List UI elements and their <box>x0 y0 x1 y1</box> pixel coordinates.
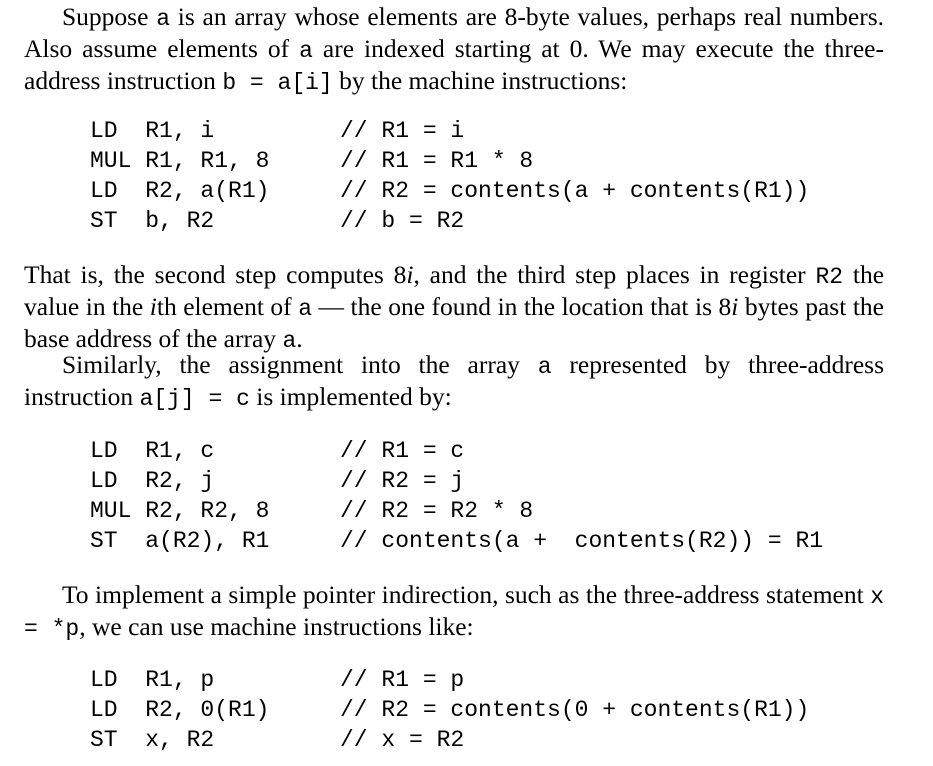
inline-code: x = *p <box>24 584 884 642</box>
code-instruction: MUL R2, R2, 8 <box>90 498 270 524</box>
code-line: LD R1, p // R1 = p <box>24 665 884 695</box>
code-line: LD R2, j // R2 = j <box>24 466 884 496</box>
code-line: LD R2, a(R1) // R2 = contents(a + content… <box>24 176 884 206</box>
code-instruction: LD R1, i <box>90 118 215 144</box>
text-run: Similarly, the assignment into the array <box>62 350 538 379</box>
inline-code: a[j] = c <box>139 386 250 412</box>
math-variable: i <box>731 292 739 321</box>
text-run: bytes past the base address of the array <box>24 292 884 353</box>
text-run: , and the third step places in register <box>413 260 816 289</box>
inline-code: R2 <box>815 264 844 290</box>
code-comment: // x = R2 <box>340 727 465 753</box>
text-run: the value in the <box>24 260 885 321</box>
code-instruction: ST a(R2), R1 <box>90 528 270 554</box>
code-line: MUL R1, R1, 8 // R1 = R1 * 8 <box>24 146 884 176</box>
paragraph-explanation: That is, the second step computes 8i, an… <box>24 260 884 356</box>
code-line: ST b, R2 // b = R2 <box>24 206 884 236</box>
inline-code: a <box>537 354 552 380</box>
text-run: is implemented by: <box>249 382 452 411</box>
code-block-pointer-load: LD R1, p // R1 = p LD R2, 0(R1) // R2 = co… <box>24 665 884 755</box>
text-run: — the one found in the location that is … <box>312 292 732 321</box>
code-instruction: LD R2, 0(R1) <box>90 697 270 723</box>
code-instruction: ST b, R2 <box>90 208 215 234</box>
paragraph-array-load: Suppose a is an array whose elements are… <box>24 2 884 98</box>
code-instruction: ST x, R2 <box>90 727 215 753</box>
code-instruction: LD R2, a(R1) <box>90 178 270 204</box>
code-line: LD R1, i // R1 = i <box>24 116 884 146</box>
code-instruction: LD R1, c <box>90 438 215 464</box>
text-run: is an array whose elements are 8-byte va… <box>24 2 884 63</box>
code-instruction: LD R1, p <box>90 667 215 693</box>
code-comment: // R1 = R1 * 8 <box>340 148 534 174</box>
math-variable: i <box>149 292 157 321</box>
code-comment: // R2 = R2 * 8 <box>340 498 534 524</box>
code-line: LD R2, 0(R1) // R2 = contents(0 + content… <box>24 695 884 725</box>
text-run: by the machine instructions: <box>332 66 628 95</box>
code-line: ST x, R2 // x = R2 <box>24 725 884 755</box>
inline-code: b = a[i] <box>222 70 333 96</box>
paragraph-array-store: Similarly, the assignment into the array… <box>24 350 884 414</box>
inline-code: a <box>156 6 170 32</box>
code-block-array-store: LD R1, c // R1 = c LD R2, j // R2 = j MUL … <box>24 436 884 556</box>
text-run: To implement a simple pointer indirectio… <box>62 580 871 609</box>
code-line: LD R1, c // R1 = c <box>24 436 884 466</box>
code-comment: // R1 = c <box>340 438 465 464</box>
code-comment: // R2 = j <box>340 468 465 494</box>
inline-code: a <box>282 328 297 354</box>
code-comment: // b = R2 <box>340 208 465 234</box>
code-instruction: MUL R1, R1, 8 <box>90 148 270 174</box>
inline-code: a <box>298 296 313 322</box>
text-run: th element of <box>156 292 299 321</box>
code-line: ST a(R2), R1 // contents(a + contents(R2)… <box>24 526 884 556</box>
code-instruction: LD R2, j <box>90 468 215 494</box>
code-comment: // contents(a + contents(R2)) = R1 <box>340 528 824 554</box>
text-run: , we can use machine instructions like: <box>79 612 474 641</box>
text-run: Suppose <box>62 2 157 31</box>
text-run: That is, the second step computes 8 <box>24 260 407 289</box>
text-run: . <box>296 324 303 353</box>
code-line: MUL R2, R2, 8 // R2 = R2 * 8 <box>24 496 884 526</box>
text-run: are indexed starting at 0. We may execut… <box>24 34 884 95</box>
paragraph-pointer-indirection: To implement a simple pointer indirectio… <box>24 580 884 644</box>
text-run: represented by three-address instruction <box>24 350 884 411</box>
math-variable: i <box>406 260 414 289</box>
inline-code: a <box>299 38 313 64</box>
code-comment: // R1 = p <box>340 667 465 693</box>
code-comment: // R1 = i <box>340 118 465 144</box>
code-comment: // R2 = contents(0 + contents(R1)) <box>340 697 810 723</box>
code-block-array-load: LD R1, i // R1 = i MUL R1, R1, 8 // R1 = R… <box>24 116 884 236</box>
code-comment: // R2 = contents(a + contents(R1)) <box>340 178 810 204</box>
